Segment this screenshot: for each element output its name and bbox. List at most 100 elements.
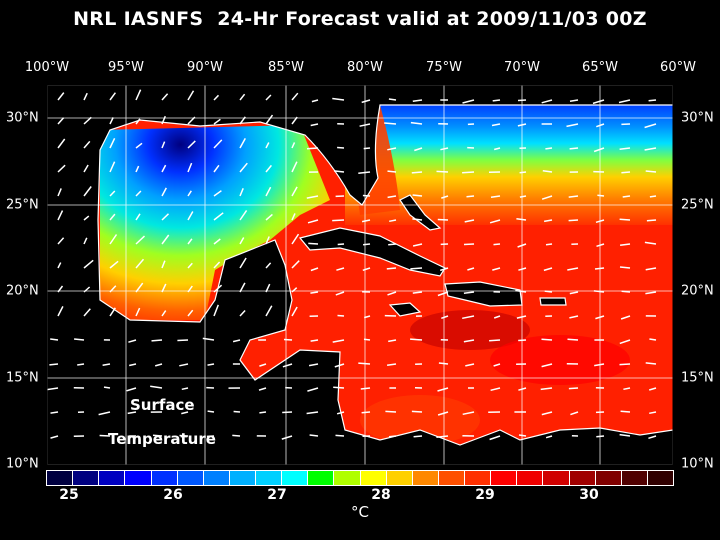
- colorbar-tick: 28: [371, 487, 391, 503]
- wind-arrow: [265, 186, 272, 197]
- map-label-temperature: Temperature: [108, 430, 216, 448]
- wind-arrow: [187, 90, 195, 101]
- wind-arrow: [462, 315, 475, 320]
- bahamas: [399, 194, 442, 231]
- wind-arrow: [49, 363, 59, 366]
- wind-arrow: [644, 241, 657, 245]
- wind-arrow: [181, 387, 189, 391]
- wind-arrow: [50, 338, 59, 341]
- wind-arrow: [109, 190, 116, 197]
- wind-arrow: [594, 363, 605, 367]
- wind-arrow: [519, 195, 527, 198]
- wind-arrow: [518, 387, 527, 391]
- wind-arrow: [310, 339, 319, 342]
- wind-arrow: [109, 234, 118, 245]
- wind-arrow: [283, 338, 293, 341]
- wind-vectors: [47, 89, 657, 441]
- wind-arrow: [135, 190, 142, 197]
- wind-arrow: [337, 146, 345, 149]
- wind-arrow: [259, 411, 267, 414]
- wind-arrow: [517, 99, 527, 102]
- wind-arrow: [307, 387, 319, 392]
- wind-arrow: [646, 219, 657, 222]
- wind-arrow: [126, 387, 137, 392]
- wind-arrow: [566, 123, 579, 128]
- wind-arrow: [109, 285, 117, 293]
- wind-arrow: [135, 258, 145, 269]
- lat-label: 25°N: [6, 197, 39, 213]
- wind-arrow: [213, 118, 221, 125]
- wind-arrow: [362, 194, 371, 197]
- lat-label: 20°N: [681, 283, 714, 299]
- wind-arrow: [438, 362, 449, 365]
- wind-arrow: [291, 92, 299, 101]
- wind-arrow: [516, 315, 527, 319]
- wind-arrow: [412, 243, 423, 247]
- wind-arrow: [213, 94, 220, 101]
- wind-arrow: [462, 411, 475, 416]
- wind-arrow: [135, 89, 142, 101]
- wind-arrow: [258, 387, 267, 391]
- wind-arrow: [363, 243, 371, 246]
- wind-arrow: [389, 219, 397, 223]
- gulf-of-mexico: [100, 125, 330, 320]
- wind-arrow: [440, 147, 449, 151]
- wind-arrow: [568, 219, 579, 222]
- wind-arrow: [265, 142, 270, 149]
- wind-arrow: [109, 260, 119, 269]
- wind-arrow: [337, 314, 345, 317]
- wind-arrow: [619, 433, 631, 437]
- wind-arrow: [213, 238, 221, 245]
- wind-arrow: [128, 339, 137, 343]
- wind-arrow: [282, 411, 293, 414]
- wind-arrow: [542, 169, 553, 173]
- wind-arrow: [239, 116, 246, 125]
- wind-arrow: [233, 410, 241, 413]
- wind-arrow: [57, 237, 65, 245]
- wind-arrow: [311, 99, 319, 103]
- wind-arrow: [649, 338, 657, 341]
- wind-arrow: [291, 161, 298, 173]
- wind-arrow: [239, 257, 247, 269]
- wind-arrow: [161, 213, 170, 221]
- wind-arrow: [363, 147, 371, 150]
- wind-arrow: [518, 434, 527, 437]
- colorbar-swatch: [438, 471, 465, 485]
- wind-arrow: [620, 410, 631, 413]
- wind-arrow: [152, 434, 163, 437]
- wind-arrow: [83, 237, 88, 245]
- wind-arrow: [161, 141, 166, 149]
- wind-arrow: [489, 435, 501, 441]
- wind-arrow: [569, 315, 579, 319]
- wind-arrow: [410, 338, 423, 341]
- wind-arrow: [57, 92, 65, 101]
- lon-label: 90°W: [187, 60, 223, 75]
- wind-arrow: [187, 162, 193, 173]
- wind-arrow: [436, 170, 449, 173]
- wind-arrow: [489, 339, 501, 342]
- wind-arrow: [361, 411, 371, 414]
- wind-arrow: [621, 290, 631, 293]
- wind-arrow: [127, 411, 137, 415]
- colorbar-swatch: [517, 471, 544, 485]
- wind-arrow: [187, 309, 194, 317]
- wind-arrow: [596, 123, 605, 128]
- wind-arrow: [265, 94, 272, 101]
- wind-arrow: [135, 235, 146, 245]
- wind-arrow: [466, 195, 475, 198]
- wind-arrow: [83, 140, 91, 149]
- colorbar-swatch: [47, 471, 74, 485]
- wind-arrow: [465, 363, 475, 367]
- wind-arrow: [161, 234, 170, 245]
- lat-label: 20°N: [6, 283, 39, 299]
- wind-arrow: [570, 411, 579, 416]
- wind-arrow: [177, 339, 189, 342]
- wind-arrow: [213, 261, 221, 269]
- wind-arrow: [437, 291, 449, 297]
- wind-arrow: [239, 188, 244, 197]
- wind-arrow: [337, 243, 345, 246]
- wind-arrow: [410, 267, 423, 270]
- colorbar-swatch: [412, 471, 439, 485]
- wind-arrow: [239, 138, 246, 149]
- wind-arrow: [161, 115, 166, 125]
